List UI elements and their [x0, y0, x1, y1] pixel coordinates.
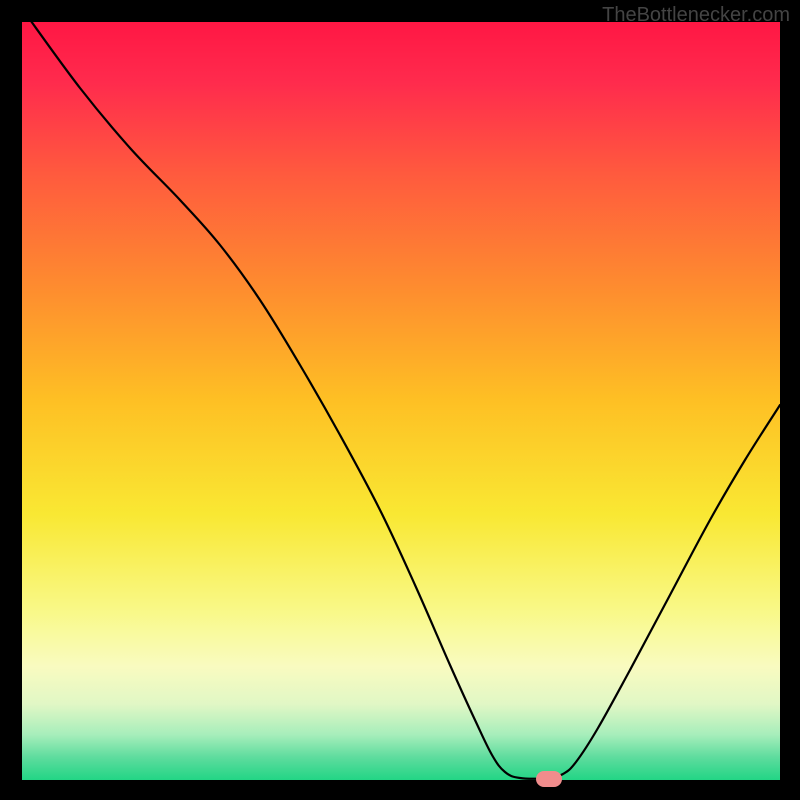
bottleneck-curve-path: [23, 10, 780, 779]
optimal-point-marker: [536, 771, 562, 787]
bottleneck-curve: [0, 0, 800, 800]
watermark-text: TheBottlenecker.com: [602, 4, 790, 27]
